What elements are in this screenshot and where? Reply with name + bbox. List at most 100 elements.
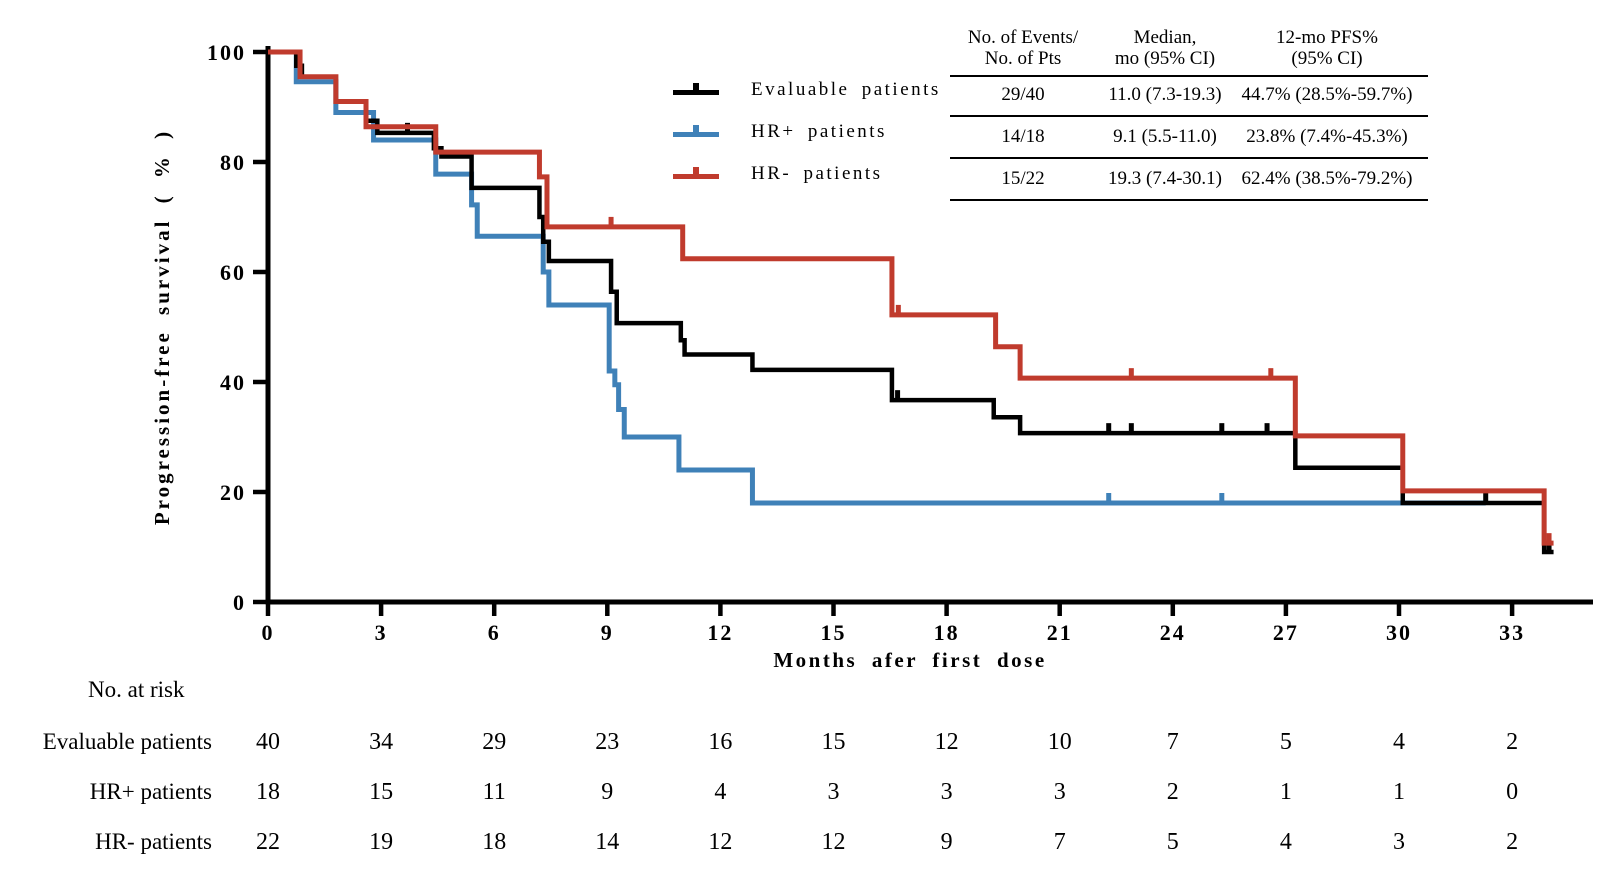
x-axis-title: Months afer first dose [773,648,1047,672]
at-risk-count: 15 [821,729,846,755]
censor-tick-hr-patients [1219,493,1225,503]
at-risk-count: 12 [934,729,959,755]
y-tick-label: 0 [233,590,246,615]
at-risk-row-label: HR- patients [95,829,212,854]
x-tick-label: 21 [1047,620,1073,645]
x-tick-label: 3 [375,620,388,645]
at-risk-count: 4 [1279,829,1292,855]
stats-cell-r2-c3: 23.8% (7.4%-45.3%) [1246,126,1408,147]
legend-item-hr-patients: HR+ patients [673,120,887,144]
censor-tick-evaluable-patients [1264,423,1270,434]
censor-tick-evaluable-patients [895,390,901,401]
stats-cell-r1-c1: 29/40 [1001,84,1045,105]
stats-cell-r3-c2: 19.3 (7.4-30.1) [1108,167,1222,189]
stats-cell-r2-c1: 14/18 [1001,126,1045,147]
at-risk-count: 2 [1506,829,1519,855]
table-rule [950,115,1428,117]
at-risk-count: 12 [708,829,733,855]
legend-swatch-icon [673,82,719,98]
censor-tick-hr-patients [895,304,901,315]
at-risk-count: 34 [369,729,394,755]
censor-tick-evaluable-patients [1128,423,1134,434]
at-risk-count: 15 [369,779,394,805]
at-risk-count: 11 [482,779,506,805]
at-risk-count: 14 [595,829,620,855]
censor-tick-evaluable-patients [1483,493,1489,503]
at-risk-count: 29 [482,729,507,755]
at-risk-count: 5 [1166,829,1179,855]
at-risk-count: 9 [601,779,614,805]
stats-table: No. of Events/No. of Pts Median, mo (95% C… [950,18,1428,204]
legend-item-evaluable-patients: Evaluable patients [673,78,941,102]
at-risk-count: 16 [708,729,733,755]
at-risk-count: 3 [1053,779,1066,805]
x-tick-label: 0 [262,620,275,645]
censor-tick-hr-patients [1546,533,1552,544]
at-risk-count: 7 [1166,729,1179,755]
legend-swatch-icon [673,124,719,140]
at-risk-count: 22 [256,829,280,855]
table-rule [950,75,1428,77]
censor-tick-evaluable-patients [1546,541,1552,552]
at-risk-row-evaluable-patients: Evaluable patients 40 34 29 23 16 15 12 10 7 5 4 2 [0,729,1618,763]
stats-header-col1: No. of Events/No. of Pts [967,27,1079,69]
stats-cell-r1-c3: 44.7% (28.5%-59.7%) [1241,84,1413,105]
at-risk-count: 10 [1047,729,1072,755]
legend-label: HR+ patients [751,121,887,142]
at-risk-row-label: Evaluable patients [42,729,212,754]
at-risk-count: 3 [827,779,840,805]
at-risk-count: 1 [1279,779,1292,805]
x-tick-label: 6 [488,620,501,645]
stats-cell-r3-c3: 62.4% (38.5%-79.2%) [1241,167,1413,189]
at-risk-count: 4 [714,779,727,805]
stats-header-col3: 12-mo PFS% (95% CI) [1276,27,1378,69]
at-risk-count: 12 [821,829,846,855]
x-tick-label: 9 [601,620,614,645]
censor-tick-evaluable-patients [1106,423,1112,434]
censor-tick-hr-patients [1128,368,1134,379]
km-curve-hr-patients [268,49,1554,546]
at-risk-row-label: HR+ patients [89,779,212,804]
at-risk-count: 3 [940,779,953,805]
at-risk-count: 23 [595,729,620,755]
at-risk-count: 2 [1166,779,1179,805]
at-risk-count: 2 [1506,729,1519,755]
legend-label: Evaluable patients [751,79,941,100]
x-tick-label: 30 [1386,620,1412,645]
at-risk-count: 40 [256,729,280,755]
y-tick-label: 60 [220,260,246,285]
at-risk-count: 19 [369,829,394,855]
legend-swatch-icon [673,166,719,182]
y-tick-label: 40 [220,370,246,395]
legend-item-hr-patients: HR- patients [673,162,883,186]
stats-cell-r1-c2: 11.0 (7.3-19.3) [1108,84,1222,105]
at-risk-count: 0 [1506,779,1519,805]
x-tick-label: 27 [1273,620,1299,645]
x-tick-label: 12 [707,620,733,645]
at-risk-row-hr-patients: HR- patients 22 19 18 14 12 12 9 7 5 4 3 2 [0,829,1618,863]
at-risk-count: 4 [1393,729,1405,755]
censor-tick-hr-patients [1268,368,1274,379]
at-risk-count: 18 [482,829,507,855]
censor-tick-hr-patients [1106,493,1112,503]
x-tick-label: 24 [1160,620,1186,645]
at-risk-count: 18 [256,779,280,805]
at-risk-count: 5 [1279,729,1292,755]
at-risk-count: 7 [1053,829,1066,855]
at-risk-row-hr-patients: HR+ patients 18 15 11 9 4 3 3 3 2 1 1 0 [0,779,1618,813]
x-tick-label: 18 [934,620,960,645]
table-rule [950,199,1428,201]
stats-header-col2: Median, mo (95% CI) [1114,27,1216,69]
y-tick-label: 100 [207,40,246,65]
x-tick-label: 15 [821,620,847,645]
at-risk-title: No. at risk [88,677,185,702]
at-risk-count: 9 [940,829,953,855]
y-tick-label: 20 [220,480,246,505]
at-risk-count: 1 [1393,779,1405,805]
censor-tick-hr-patients [608,216,614,227]
y-tick-label: 80 [220,150,246,175]
at-risk-count: 3 [1393,829,1405,855]
